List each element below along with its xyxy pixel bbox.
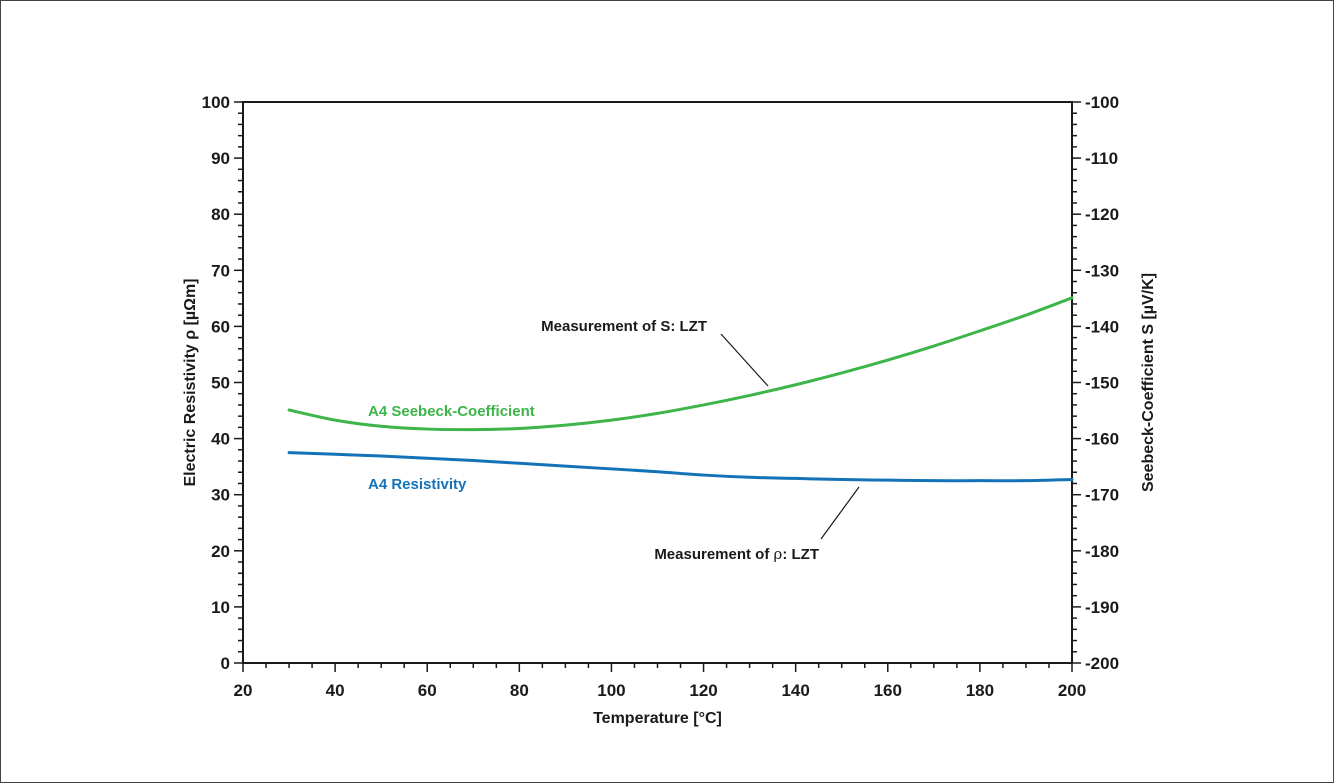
y2-tick-label: -190 — [1085, 598, 1119, 617]
x-tick-label: 160 — [874, 681, 902, 700]
seebeck-coefficient-line — [287, 296, 1074, 432]
y2-tick-label: -180 — [1085, 542, 1119, 561]
left-y-axis: 0 10 20 30 40 50 60 70 80 90 100 — [202, 93, 243, 673]
series-layer — [287, 296, 1074, 483]
plot-border — [242, 101, 1073, 664]
annotation-rho-leader-line — [820, 486, 860, 540]
annotation-rho-prefix: Measurement of — [654, 546, 773, 563]
y-tick-label: 100 — [202, 93, 230, 112]
y-tick-label: 20 — [211, 542, 230, 561]
annotation-rho-measurement: Measurement of ρ: LZT — [654, 545, 819, 563]
x-tick-label: 200 — [1058, 681, 1086, 700]
right-y-axis-title: Seebeck-Coefficient S [µV/K] — [1140, 273, 1157, 492]
annotation-s-leader-line — [720, 333, 769, 387]
y2-tick-label: -160 — [1085, 430, 1119, 449]
plot-area — [242, 101, 1073, 664]
y-tick-label: 90 — [211, 149, 230, 168]
right-y-axis: -200 -190 -180 -170 -160 -150 -140 -130 -120 -110… — [1072, 93, 1119, 673]
y-tick-label: 80 — [211, 205, 230, 224]
x-tick-label: 60 — [418, 681, 437, 700]
x-tick-label: 40 — [326, 681, 345, 700]
annotation-s-measurement: Measurement of S: LZT — [541, 318, 707, 335]
x-tick-label: 120 — [689, 681, 717, 700]
y2-tick-label: -110 — [1085, 149, 1118, 168]
seebeck-series-label: A4 Seebeck-Coefficient — [368, 403, 535, 420]
y2-tick-label: -140 — [1085, 317, 1119, 336]
y2-tick-label: -100 — [1085, 93, 1119, 112]
x-tick-label: 100 — [597, 681, 625, 700]
y-tick-label: 30 — [211, 486, 230, 505]
y2-tick-label: -120 — [1085, 205, 1119, 224]
y-tick-label: 10 — [211, 598, 230, 617]
annotation-rho-symbol: ρ — [774, 545, 783, 563]
y-tick-label: 40 — [211, 430, 230, 449]
annotation-rho-suffix: : LZT — [782, 546, 819, 563]
x-tick-label: 80 — [510, 681, 529, 700]
resistivity-line — [287, 451, 1074, 483]
x-tick-label: 180 — [966, 681, 994, 700]
x-tick-label: 20 — [234, 681, 253, 700]
y2-tick-label: -200 — [1085, 654, 1119, 673]
y-tick-label: 70 — [211, 261, 230, 280]
x-axis: 20 40 60 80 100 120 140 160 180 200 — [234, 663, 1086, 700]
y-tick-label: 50 — [211, 374, 230, 393]
y-tick-label: 0 — [221, 654, 230, 673]
left-y-axis-title: Electric Resistivity ρ [µΩm] — [182, 278, 199, 486]
x-axis-title: Temperature [°C] — [593, 710, 722, 727]
y2-tick-label: -130 — [1085, 261, 1119, 280]
y2-tick-label: -170 — [1085, 486, 1119, 505]
y2-tick-label: -150 — [1085, 374, 1119, 393]
x-tick-label: 140 — [781, 681, 809, 700]
resistivity-series-label: A4 Resistivity — [368, 476, 467, 493]
y-tick-label: 60 — [211, 317, 230, 336]
